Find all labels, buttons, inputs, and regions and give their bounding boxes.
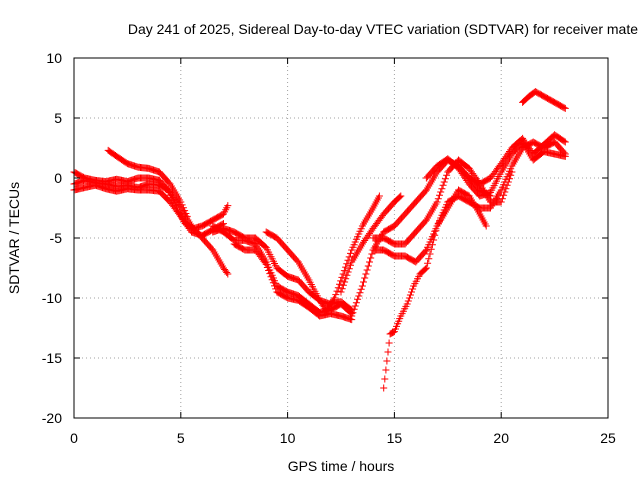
axis-ticks	[73, 57, 609, 419]
x-tick-label: 15	[387, 430, 403, 446]
series-16	[519, 88, 569, 112]
x-tick-labels: 0 5 10 15 20 25	[70, 430, 616, 446]
y-tick-label: 5	[54, 110, 62, 126]
series-13-markers	[380, 138, 569, 392]
y-tick-labels: 10 5 0 -5 -10 -15 -20	[42, 50, 62, 426]
y-tick-label: 0	[54, 170, 62, 186]
y-tick-label: -20	[42, 410, 62, 426]
series-3-markers	[104, 146, 191, 220]
x-tick-label: 20	[493, 430, 509, 446]
series-15-markers	[422, 138, 569, 200]
series-13	[380, 138, 569, 392]
y-tick-label: -10	[42, 290, 62, 306]
series-7-markers	[262, 228, 339, 314]
x-tick-label: 0	[70, 430, 78, 446]
series-15	[422, 138, 569, 200]
chart-title: Day 241 of 2025, Sidereal Day-to-day VTE…	[128, 21, 638, 37]
series-8	[331, 192, 383, 302]
x-tick-label: 5	[177, 430, 185, 446]
series-6	[230, 240, 356, 324]
grid-lines	[74, 58, 608, 418]
y-axis-label: SDTVAR / TECUs	[6, 182, 22, 294]
y-tick-label: -15	[42, 350, 62, 366]
y-tick-label: -5	[50, 230, 63, 246]
series-2	[70, 181, 227, 240]
series-16-markers	[519, 88, 569, 112]
series-6-markers	[230, 240, 356, 324]
data-points	[70, 88, 569, 392]
y-tick-label: 10	[46, 50, 62, 66]
series-9	[337, 192, 405, 296]
series-3	[104, 146, 191, 220]
x-tick-label: 10	[280, 430, 296, 446]
x-tick-label: 25	[600, 430, 616, 446]
x-axis-label: GPS time / hours	[288, 458, 395, 474]
series-2-markers	[70, 181, 227, 240]
series-8-markers	[331, 192, 383, 302]
series-9-markers	[337, 192, 405, 296]
series-7	[262, 228, 339, 314]
